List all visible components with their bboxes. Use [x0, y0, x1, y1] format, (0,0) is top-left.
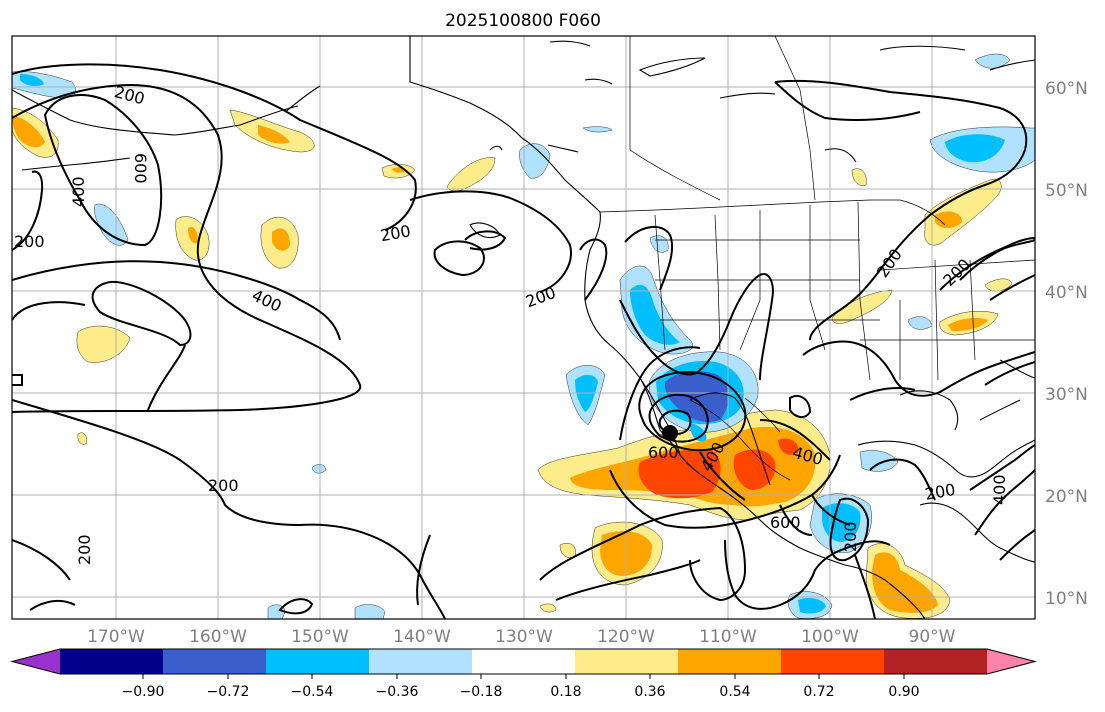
colorbar-tick-label: −0.18	[460, 684, 503, 700]
lon-label-160w: 160°W	[189, 627, 247, 647]
anomaly-region	[798, 598, 826, 614]
anomaly-region	[582, 126, 613, 133]
anomaly-region	[778, 438, 799, 455]
anomaly-region	[872, 552, 938, 613]
contour-label-400: 400	[990, 474, 1009, 505]
colorbar-segment	[266, 649, 370, 674]
anomaly-region	[948, 317, 988, 332]
anomaly-region	[851, 168, 867, 186]
anomaly-region	[311, 464, 327, 474]
colorbar-extend-low	[12, 649, 60, 674]
lat-label-10n: 10°N	[1045, 589, 1088, 609]
contour-label-200: 200	[14, 232, 45, 251]
lat-label-50n: 50°N	[1045, 181, 1088, 201]
anomaly-region	[20, 74, 44, 87]
anomaly-region	[188, 226, 198, 244]
lon-label-170w: 170°W	[87, 627, 145, 647]
anomaly-region	[945, 134, 1005, 163]
colorbar-tick-label: 0.18	[550, 684, 581, 700]
lon-label-150w: 150°W	[291, 627, 349, 647]
colorbar-segment	[575, 649, 679, 674]
contour-label-600: 600	[648, 443, 679, 462]
graticule	[12, 36, 1035, 619]
political-borders	[409, 36, 1035, 481]
colorbar-tick-label: −0.72	[207, 684, 250, 700]
colorbar-segment	[884, 649, 988, 674]
contour-label-600: 600	[131, 153, 150, 184]
map-plot-area: 200 200 200 200 200 200 200 200 200 200 …	[12, 36, 1035, 619]
anomaly-region	[974, 53, 1011, 69]
colorbar-tick-label: 0.72	[803, 684, 834, 700]
map-frame	[11, 35, 1036, 620]
longitude-labels: 170°W 160°W 150°W 140°W 130°W 120°W 110°…	[87, 627, 956, 647]
anomaly-region	[77, 432, 87, 445]
colorbar-segment	[678, 649, 782, 674]
anomaly-region	[935, 211, 962, 228]
colorbar-tick-label: −0.36	[376, 684, 419, 700]
colorbar-segments	[10, 648, 1037, 675]
map-title: 2025100800 F060	[445, 11, 601, 31]
colorbar-tick-label: −0.54	[291, 684, 334, 700]
colorbar-tick-label: −0.90	[122, 684, 165, 700]
contour-label-200: 200	[75, 534, 94, 565]
colorbar-outline	[10, 648, 1037, 675]
anomaly-region	[630, 284, 680, 345]
colorbar-segment	[369, 649, 473, 674]
anomaly-region	[859, 450, 899, 472]
lon-label-140w: 140°W	[393, 627, 451, 647]
anomaly-region	[272, 228, 290, 251]
lon-label-130w: 130°W	[495, 627, 553, 647]
anomaly-region	[258, 125, 290, 144]
anomaly-region	[76, 325, 131, 363]
lon-label-90w: 90°W	[909, 627, 956, 647]
contour-label-600: 600	[770, 513, 801, 532]
colorbar-tick-labels: −0.90 −0.72 −0.54 −0.36 −0.18 0.18 0.36 …	[122, 684, 920, 700]
anomaly-region	[690, 423, 707, 442]
colorbar-segment	[60, 649, 164, 674]
colorbar-tick-label: 0.54	[719, 684, 750, 700]
colorbar-extend-high	[987, 649, 1035, 674]
contour-label-200: 200	[208, 476, 239, 495]
contour-lines	[12, 63, 1035, 619]
colorbar-segment	[781, 649, 885, 674]
anomaly-region	[519, 143, 551, 179]
colorbar-tick-label: 0.90	[888, 684, 919, 700]
anomaly-region	[831, 289, 893, 324]
anomaly-region	[733, 449, 776, 490]
anomaly-region	[354, 604, 386, 619]
anomaly-region	[12, 115, 45, 148]
anomaly-region	[539, 603, 557, 613]
lat-label-60n: 60°N	[1045, 79, 1088, 99]
latitude-labels: 60°N 50°N 40°N 30°N 20°N 10°N	[1045, 79, 1088, 609]
anomaly-region	[447, 157, 496, 191]
colorbar-ticks	[142, 674, 905, 679]
contour-label-200: 200	[841, 521, 860, 552]
colorbar: −0.90 −0.72 −0.54 −0.36 −0.18 0.18 0.36 …	[10, 648, 1037, 700]
lon-label-110w: 110°W	[699, 627, 757, 647]
lon-label-120w: 120°W	[597, 627, 655, 647]
lat-label-30n: 30°N	[1045, 385, 1088, 405]
anomaly-region	[924, 178, 1002, 246]
colorbar-tick-label: 0.36	[634, 684, 665, 700]
anomaly-region	[638, 449, 721, 499]
contour-label-400: 400	[69, 176, 88, 207]
coastlines	[12, 36, 1035, 619]
colorbar-segment	[163, 649, 267, 674]
lat-label-20n: 20°N	[1045, 487, 1088, 507]
colorbar-segment	[472, 649, 576, 674]
lon-label-100w: 100°W	[801, 627, 859, 647]
lat-label-40n: 40°N	[1045, 283, 1088, 303]
storm-center-marker	[662, 425, 678, 441]
